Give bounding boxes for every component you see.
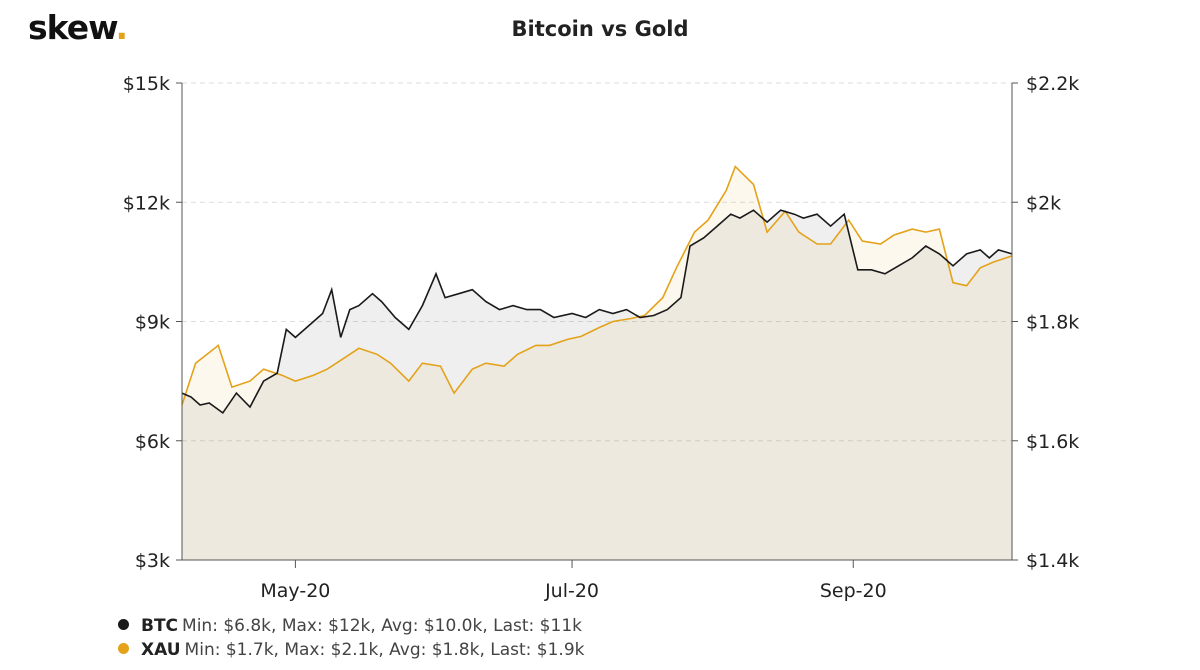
x-tick-label: May-20 <box>260 580 330 602</box>
y-right-tick-label: $2.2k <box>1026 73 1079 95</box>
legend-item-btc[interactable]: BTC Min: $6.8k, Max: $12k, Avg: $10.0k, L… <box>118 616 582 636</box>
y-right-tick-label: $1.8k <box>1026 312 1079 334</box>
xau-area <box>182 166 1012 560</box>
y-left-tick-label: $9k <box>135 312 170 334</box>
legend-btc-stats: Min: $6.8k, Max: $12k, Avg: $10.0k, Last… <box>182 616 582 636</box>
legend-xau-name: XAU <box>141 640 181 660</box>
x-tick-label: Jul-20 <box>544 580 599 602</box>
y-left-tick-label: $6k <box>135 431 170 453</box>
btc-marker-icon <box>118 618 129 630</box>
legend-item-xau[interactable]: XAU Min: $1.7k, Max: $2.1k, Avg: $1.8k, L… <box>118 640 585 660</box>
xau-line <box>181 165 1013 406</box>
legend-xau-stats: Min: $1.7k, Max: $2.1k, Avg: $1.8k, Last… <box>184 640 585 660</box>
y-right-tick-label: $1.6k <box>1026 431 1079 453</box>
legend-btc-name: BTC <box>141 616 179 636</box>
y-left-tick-label: $3k <box>135 550 170 572</box>
y-right-tick-label: $1.4k <box>1026 550 1079 572</box>
btc-area <box>182 210 1012 560</box>
chart-title: Bitcoin vs Gold <box>511 17 689 41</box>
btc-line <box>181 209 1013 415</box>
brand-dot: . <box>115 8 128 47</box>
y-right-tick-label: $2k <box>1026 192 1061 214</box>
brand-name: skew <box>28 8 116 47</box>
y-left-tick-label: $15k <box>123 73 170 95</box>
y-left-tick-label: $12k <box>123 192 170 214</box>
xau-marker-icon <box>118 642 129 654</box>
brand-logo: skew. <box>28 8 128 47</box>
x-tick-label: Sep-20 <box>820 580 887 602</box>
